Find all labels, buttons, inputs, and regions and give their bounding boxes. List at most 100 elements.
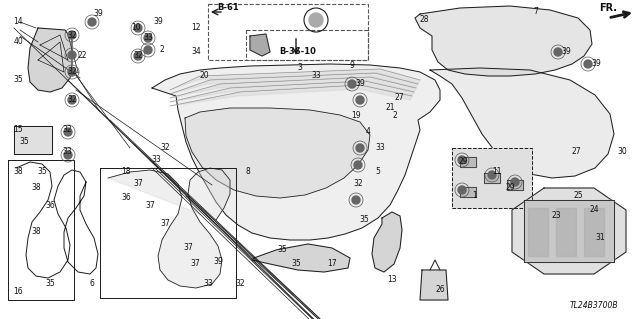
Polygon shape	[185, 108, 370, 198]
Text: 33: 33	[311, 71, 321, 80]
Text: 36: 36	[45, 201, 55, 210]
Text: 37: 37	[160, 219, 170, 228]
Circle shape	[584, 60, 592, 68]
Circle shape	[352, 196, 360, 204]
Text: 39: 39	[153, 18, 163, 26]
Polygon shape	[420, 270, 448, 300]
Text: 32: 32	[67, 95, 77, 105]
Text: 33: 33	[203, 279, 213, 288]
Text: 8: 8	[246, 167, 250, 176]
Circle shape	[88, 18, 96, 26]
Text: 29: 29	[505, 183, 515, 192]
Polygon shape	[170, 81, 414, 102]
Text: 32: 32	[67, 31, 77, 40]
Text: 33: 33	[375, 143, 385, 152]
Text: 29: 29	[458, 158, 468, 167]
Polygon shape	[460, 187, 476, 197]
Text: 35: 35	[45, 279, 55, 288]
Text: TL24B3700B: TL24B3700B	[570, 300, 618, 309]
Polygon shape	[484, 173, 500, 183]
Text: 38: 38	[31, 227, 41, 236]
Text: 36: 36	[121, 194, 131, 203]
Polygon shape	[584, 208, 604, 256]
Text: 9: 9	[349, 62, 355, 70]
Text: 38: 38	[31, 183, 41, 192]
Text: 32: 32	[235, 279, 245, 288]
Polygon shape	[452, 148, 532, 208]
Text: 21: 21	[385, 103, 395, 113]
Text: 25: 25	[573, 191, 583, 201]
Polygon shape	[460, 157, 476, 167]
Text: 24: 24	[589, 205, 599, 214]
Text: 35: 35	[19, 137, 29, 146]
Text: 20: 20	[199, 71, 209, 80]
Circle shape	[64, 128, 72, 136]
Text: 35: 35	[277, 246, 287, 255]
Text: 32: 32	[160, 144, 170, 152]
Polygon shape	[415, 6, 592, 76]
Text: 35: 35	[13, 76, 23, 85]
Text: 32: 32	[353, 180, 363, 189]
Circle shape	[554, 48, 562, 56]
Circle shape	[458, 156, 466, 164]
Polygon shape	[170, 77, 416, 98]
Circle shape	[488, 171, 496, 179]
Text: 32: 32	[133, 50, 143, 60]
Polygon shape	[250, 34, 270, 56]
Text: 3: 3	[298, 63, 303, 72]
Text: 6: 6	[90, 279, 95, 288]
Circle shape	[64, 151, 72, 159]
Polygon shape	[170, 69, 420, 90]
Text: 27: 27	[571, 147, 581, 157]
Polygon shape	[524, 200, 614, 262]
Text: 39: 39	[213, 257, 223, 266]
Circle shape	[511, 178, 519, 186]
Text: 5: 5	[376, 167, 380, 176]
Text: 35: 35	[37, 167, 47, 176]
Text: 4: 4	[365, 128, 371, 137]
Polygon shape	[170, 73, 418, 94]
Text: 16: 16	[13, 287, 23, 296]
Text: 37: 37	[190, 259, 200, 269]
Text: 34: 34	[191, 48, 201, 56]
Circle shape	[458, 186, 466, 194]
Text: 31: 31	[595, 234, 605, 242]
Text: FR.: FR.	[599, 3, 617, 13]
Circle shape	[348, 80, 356, 88]
Text: 35: 35	[359, 216, 369, 225]
Polygon shape	[14, 126, 52, 154]
Polygon shape	[556, 208, 576, 256]
Text: 2: 2	[392, 112, 397, 121]
Polygon shape	[372, 212, 402, 272]
Circle shape	[68, 51, 76, 59]
Text: 28: 28	[419, 16, 429, 25]
Text: 38: 38	[13, 167, 23, 176]
Text: 35: 35	[291, 259, 301, 269]
Polygon shape	[507, 180, 523, 190]
Circle shape	[356, 96, 364, 104]
Polygon shape	[528, 208, 548, 256]
Circle shape	[354, 161, 362, 169]
Polygon shape	[28, 28, 72, 92]
Circle shape	[144, 34, 152, 42]
Text: 39: 39	[591, 60, 601, 69]
Text: 23: 23	[551, 211, 561, 220]
Text: 39: 39	[355, 79, 365, 88]
Text: 27: 27	[394, 93, 404, 102]
Circle shape	[144, 46, 152, 54]
Text: 26: 26	[435, 286, 445, 294]
Text: 2: 2	[159, 46, 164, 55]
Polygon shape	[108, 168, 230, 288]
Text: B-61: B-61	[217, 4, 239, 12]
Text: 11: 11	[492, 167, 502, 176]
Text: 1: 1	[472, 191, 477, 201]
Text: 12: 12	[191, 24, 201, 33]
Circle shape	[309, 13, 323, 27]
Text: 37: 37	[133, 180, 143, 189]
Text: 32: 32	[62, 125, 72, 135]
Text: 14: 14	[13, 18, 23, 26]
Text: 18: 18	[121, 167, 131, 176]
Text: 37: 37	[183, 243, 193, 253]
Text: B-36-10: B-36-10	[280, 48, 316, 56]
Text: 33: 33	[151, 155, 161, 165]
